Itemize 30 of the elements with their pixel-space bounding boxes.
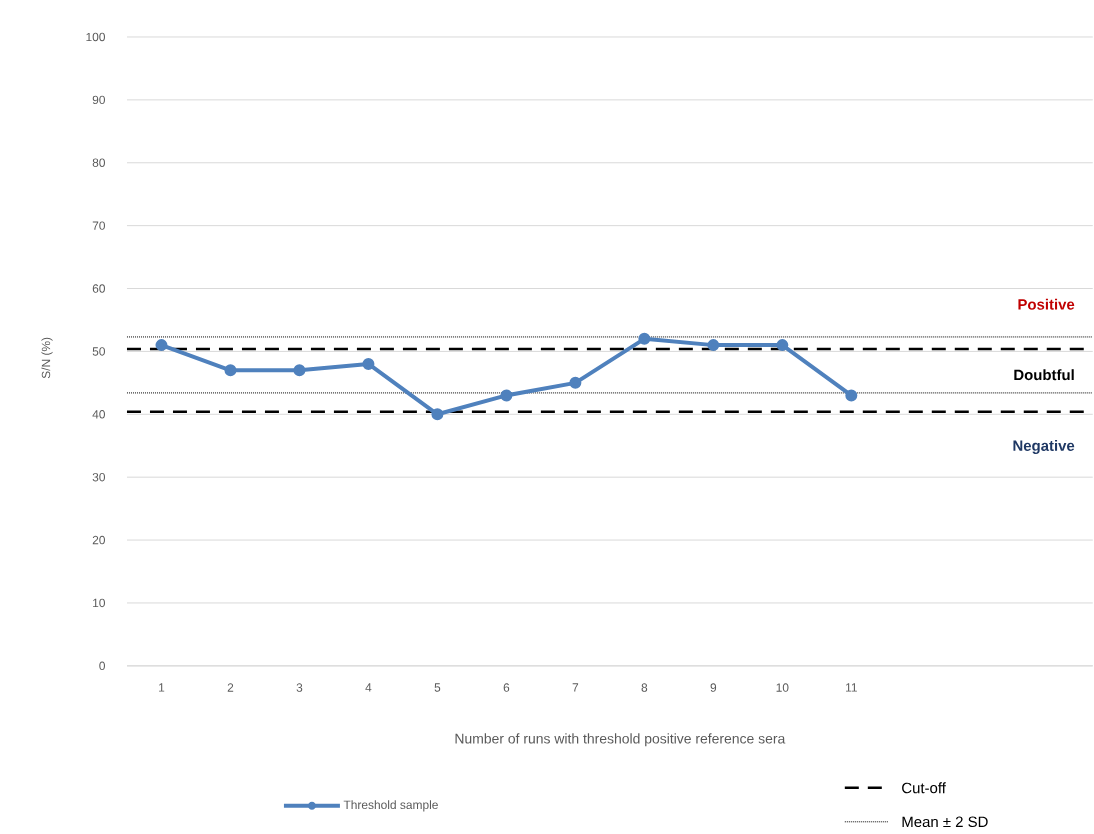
legend-label: Threshold sample [343,800,438,812]
x-tick-label: 9 [710,683,717,692]
y-tick-label: 20 [92,535,105,545]
annotation: Doubtful [1014,369,1074,381]
y-tick-label: 60 [92,284,105,293]
annotation: Negative [1013,440,1075,455]
y-tick-label: 0 [99,661,105,671]
x-tick-label: 3 [296,683,303,692]
x-tick-label: 5 [434,683,441,692]
y-tick-label: 50 [92,347,105,356]
annotation: Positive [1018,298,1075,310]
y-axis-title: S/N (%) [41,337,53,379]
legend-label: Cut-off [902,782,946,794]
y-tick-label: 10 [93,598,105,608]
x-tick-label: 1 [159,683,165,692]
x-tick-label: 2 [227,683,234,692]
y-tick-label: 80 [92,158,105,168]
x-tick-label: 8 [641,683,648,692]
y-tick-label: 40 [92,410,105,419]
x-tick-label: 6 [503,683,510,692]
y-tick-label: 100 [86,32,105,42]
x-tick-label: 7 [572,683,579,692]
x-tick-label: 11 [846,683,857,692]
y-tick-label: 30 [92,473,105,482]
x-tick-label: 4 [365,683,372,692]
x-tick-label: 10 [776,683,789,692]
y-tick-label: 90 [92,95,105,105]
legend-label: Mean ± 2 SD [902,816,988,828]
x-axis-title: Number of runs with threshold positive reference sera [455,733,786,747]
y-tick-label: 70 [92,221,105,230]
